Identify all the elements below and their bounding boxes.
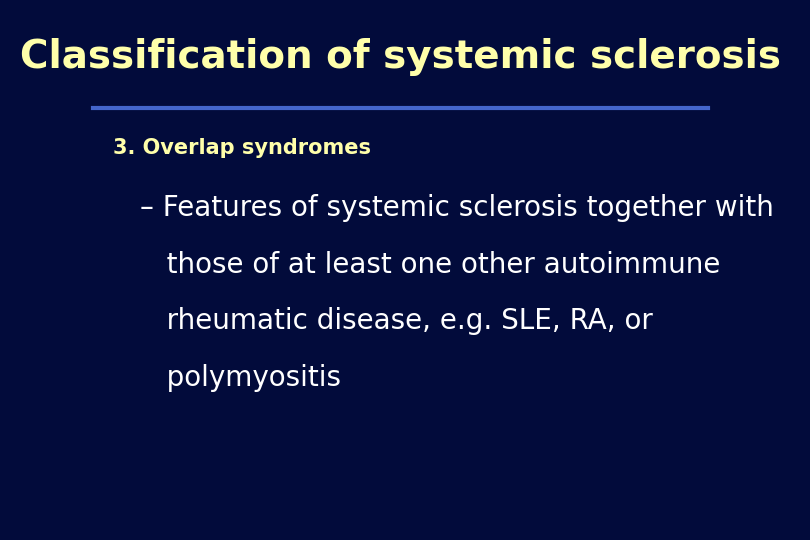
Text: rheumatic disease, e.g. SLE, RA, or: rheumatic disease, e.g. SLE, RA, or xyxy=(140,307,653,335)
Text: – Features of systemic sclerosis together with: – Features of systemic sclerosis togethe… xyxy=(140,194,774,222)
Text: 3. Overlap syndromes: 3. Overlap syndromes xyxy=(113,138,372,159)
Text: those of at least one other autoimmune: those of at least one other autoimmune xyxy=(140,251,721,279)
Text: polymyositis: polymyositis xyxy=(140,364,341,392)
Text: Classification of systemic sclerosis: Classification of systemic sclerosis xyxy=(20,38,781,76)
